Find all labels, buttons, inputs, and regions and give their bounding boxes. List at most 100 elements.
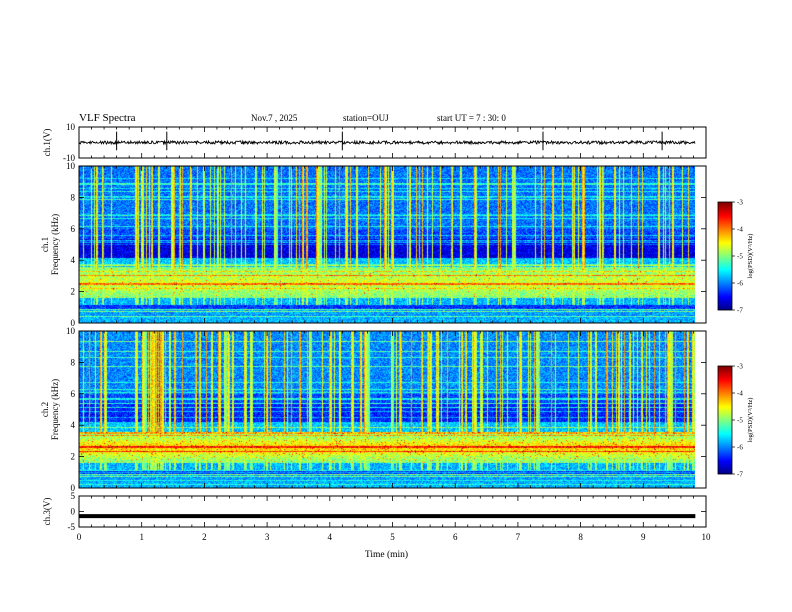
ch2-spectrogram-colorbar-swatch xyxy=(718,375,732,377)
ch1-spectrogram-colorbar-swatch xyxy=(718,293,732,295)
ch2-spectrogram-colorbar-tick-label: -3 xyxy=(737,363,743,371)
ch2-spectrogram-colorbar-swatch xyxy=(718,380,732,382)
ch2-spectrogram-colorbar-swatch xyxy=(718,384,732,386)
ch1-spectrogram-colorbar-swatch xyxy=(718,202,732,204)
ch1-spectrogram-colorbar-swatch xyxy=(718,287,732,289)
station-label: station=OUJ xyxy=(343,113,389,123)
ch1-spectrogram-colorbar-swatch xyxy=(718,209,732,211)
ch2-spectrogram-colorbar-swatch xyxy=(718,373,732,375)
ch2-spectrogram-colorbar-swatch xyxy=(718,407,732,409)
ch1-spectrogram-colorbar-tick-label: -3 xyxy=(737,199,743,207)
ch2-spectrogram-colorbar-swatch xyxy=(718,422,732,424)
ch2-spectrogram-colorbar-swatch xyxy=(718,402,732,404)
ch2-spectrogram-colorbar-swatch xyxy=(718,433,732,435)
ch1-spectrogram-ylabel-freq: Frequency (kHz) xyxy=(50,214,60,275)
ch2-spectrogram-colorbar-swatch xyxy=(718,392,732,394)
ch1-spectrogram-colorbar-swatch xyxy=(718,254,732,256)
ch1-spectrogram-colorbar-tick-label: -7 xyxy=(737,307,743,315)
ch2-spectrogram-colorbar-swatch xyxy=(718,454,732,456)
ch2-spectrogram-colorbar-swatch xyxy=(718,418,732,420)
ch2-spectrogram-colorbar-swatch xyxy=(718,394,732,396)
ch1-ylabel: ch.1(V) xyxy=(42,129,52,157)
ch1-spectrogram-colorbar-tick-label: -5 xyxy=(737,253,743,261)
ch2-spectrogram-colorbar-swatch xyxy=(718,458,732,460)
ch1-spectrogram-colorbar-swatch xyxy=(718,218,732,220)
ch1-spectrogram-colorbar-swatch xyxy=(718,250,732,252)
ch2-spectrogram-colorbar-swatch xyxy=(718,436,732,438)
ch1-spectrogram-image xyxy=(79,166,695,323)
ch2-spectrogram-colorbar-swatch xyxy=(718,442,732,444)
ch2-spectrogram-colorbar-swatch xyxy=(718,445,732,447)
ch1-spectrogram-colorbar-swatch xyxy=(718,233,732,235)
ch2-spectrogram-colorbar-swatch xyxy=(718,368,732,370)
ch2-spectrogram-colorbar-swatch xyxy=(718,409,732,411)
ch1-spectrogram-colorbar-swatch xyxy=(718,212,732,214)
ch1-spectrogram-colorbar-swatch xyxy=(718,267,732,269)
ch1-spectrogram-colorbar-swatch xyxy=(718,245,732,247)
ch2-spectrogram-colorbar-swatch xyxy=(718,403,732,405)
ch1-spectrogram-colorbar-swatch xyxy=(718,298,732,300)
ch1-spectrogram-colorbar-swatch xyxy=(718,207,732,209)
ch2-spectrogram-ytick-label: 4 xyxy=(71,420,76,430)
ch2-spectrogram-colorbar-swatch xyxy=(718,443,732,445)
ch2-spectrogram-colorbar-swatch xyxy=(718,437,732,439)
ch2-spectrogram-colorbar-swatch xyxy=(718,452,732,454)
ch2-spectrogram-colorbar-swatch xyxy=(718,399,732,401)
ch1-spectrogram-ytick-label: 6 xyxy=(71,224,76,234)
ch2-spectrogram-colorbar-tick-label: -5 xyxy=(737,417,743,425)
ch2-spectrogram-colorbar-swatch xyxy=(718,382,732,384)
ch2-spectrogram-colorbar-tick-label: -4 xyxy=(737,390,743,398)
ch1-spectrogram-colorbar-swatch xyxy=(718,230,732,232)
ch1-spectrogram-colorbar-swatch xyxy=(718,235,732,237)
ch2-spectrogram-colorbar-swatch xyxy=(718,391,732,393)
ch1-spectrogram-colorbar-swatch xyxy=(718,270,732,272)
ch2-spectrogram-colorbar-swatch xyxy=(718,367,732,369)
ch2-spectrogram-colorbar-swatch xyxy=(718,444,732,446)
ch1-spectrogram-colorbar-swatch xyxy=(718,257,732,259)
ch2-spectrogram-colorbar-swatch xyxy=(718,430,732,432)
ch1-spectrogram-colorbar-swatch xyxy=(718,286,732,288)
ch1-spectrogram-colorbar-swatch xyxy=(718,308,732,310)
ch2-spectrogram-colorbar-swatch xyxy=(718,465,732,467)
ch2-spectrogram-ylabel-freq: Frequency (kHz) xyxy=(50,379,60,440)
ch2-spectrogram-colorbar-swatch xyxy=(718,438,732,440)
ch1-spectrogram-colorbar-swatch xyxy=(718,228,732,230)
ch1-spectrogram-colorbar-swatch xyxy=(718,262,732,264)
ch1-spectrogram-colorbar-swatch xyxy=(718,264,732,266)
ch2-spectrogram-colorbar-swatch xyxy=(718,451,732,453)
ch2-spectrogram-colorbar-swatch xyxy=(718,406,732,408)
ch2-spectrogram-colorbar-swatch xyxy=(718,450,732,452)
ch2-spectrogram-colorbar-swatch xyxy=(718,410,732,412)
ch2-spectrogram-colorbar-swatch xyxy=(718,466,732,468)
ch1-spectrogram-colorbar-swatch xyxy=(718,280,732,282)
ch1-spectrogram-ytick-label: 2 xyxy=(71,287,76,297)
ch1-spectrogram-colorbar-swatch xyxy=(718,269,732,271)
ch1-spectrogram-colorbar-swatch xyxy=(718,281,732,283)
ch1-spectrogram-colorbar-swatch xyxy=(718,232,732,234)
ch1-spectrogram-colorbar-swatch xyxy=(718,292,732,294)
ch2-spectrogram-colorbar-swatch xyxy=(718,440,732,442)
ch1-spectrogram-colorbar-swatch xyxy=(718,295,732,297)
ch2-spectrogram-colorbar-swatch xyxy=(718,447,732,449)
ch2-spectrogram-colorbar-swatch xyxy=(718,405,732,407)
ch1-spectrogram-colorbar-swatch xyxy=(718,234,732,236)
ch3-waveform-ytick-label: -5 xyxy=(68,522,76,532)
ch2-spectrogram-colorbar-swatch xyxy=(718,374,732,376)
ch2-spectrogram-colorbar-swatch xyxy=(718,417,732,419)
ch2-spectrogram-colorbar-swatch xyxy=(718,426,732,428)
ch1-spectrogram-colorbar-swatch xyxy=(718,203,732,205)
ch2-spectrogram-colorbar-swatch xyxy=(718,464,732,466)
ch1-spectrogram-colorbar-swatch xyxy=(718,289,732,291)
ch1-spectrogram-ytick-label: 4 xyxy=(71,255,76,265)
figure-title: VLF Spectra xyxy=(79,112,136,124)
ch2-spectrogram-colorbar-swatch xyxy=(718,390,732,392)
ch1-spectrogram-colorbar-swatch xyxy=(718,237,732,239)
ch2-spectrogram-colorbar-swatch xyxy=(718,446,732,448)
ch2-spectrogram-colorbar-swatch xyxy=(718,387,732,389)
ch1-spectrogram-colorbar-swatch xyxy=(718,231,732,233)
ch2-spectrogram-colorbar-swatch xyxy=(718,376,732,378)
ch1-spectrogram-colorbar-swatch xyxy=(718,277,732,279)
ch2-spectrogram-colorbar-tick-label: -6 xyxy=(737,444,743,452)
ch3-waveform-ytick-label: 0 xyxy=(71,507,76,517)
ch2-spectrogram-colorbar-swatch xyxy=(718,369,732,371)
